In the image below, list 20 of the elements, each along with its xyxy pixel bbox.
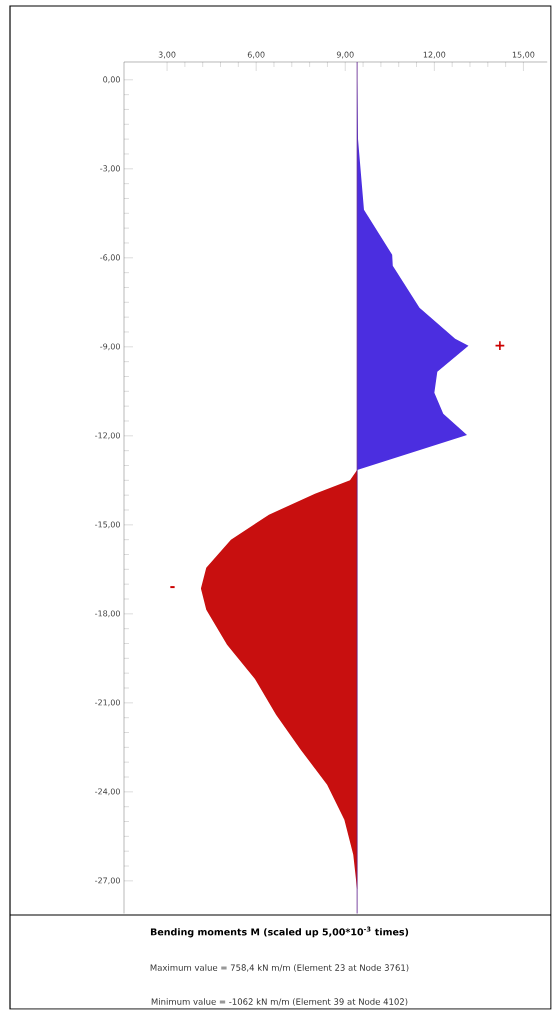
y-tick-label: -21,00: [95, 699, 121, 707]
y-tick-label: -9,00: [100, 343, 121, 351]
y-tick-label: -27,00: [95, 877, 121, 885]
y-tick-label: -18,00: [95, 610, 121, 618]
y-tick-label: -12,00: [95, 432, 121, 440]
chart-title: Bending moments M (scaled up 5,00*10$^{-3}$ times): [151, 926, 409, 938]
annotation: +: [495, 341, 505, 351]
y-tick-label: -3,00: [100, 165, 121, 173]
x-tick-label: 3,00: [158, 51, 176, 59]
y-tick-label: 0,00: [103, 76, 121, 84]
annotation: -: [170, 586, 175, 589]
x-tick-label: 9,00: [337, 51, 354, 59]
y-tick-label: -24,00: [95, 788, 121, 796]
y-tick-label: -15,00: [95, 521, 121, 529]
x-tick-label: 15,00: [513, 51, 535, 59]
text: Maximum value = 758,4 kN m/m (Element 23 at Node 3761): [150, 964, 409, 972]
text: Minimum value = -1062 kN m/m (Element 39 at Node 4102): [151, 998, 408, 1006]
y-tick-label: -6,00: [100, 254, 121, 262]
x-tick-label: 6,00: [248, 51, 265, 59]
x-tick-label: 12,00: [423, 51, 446, 59]
